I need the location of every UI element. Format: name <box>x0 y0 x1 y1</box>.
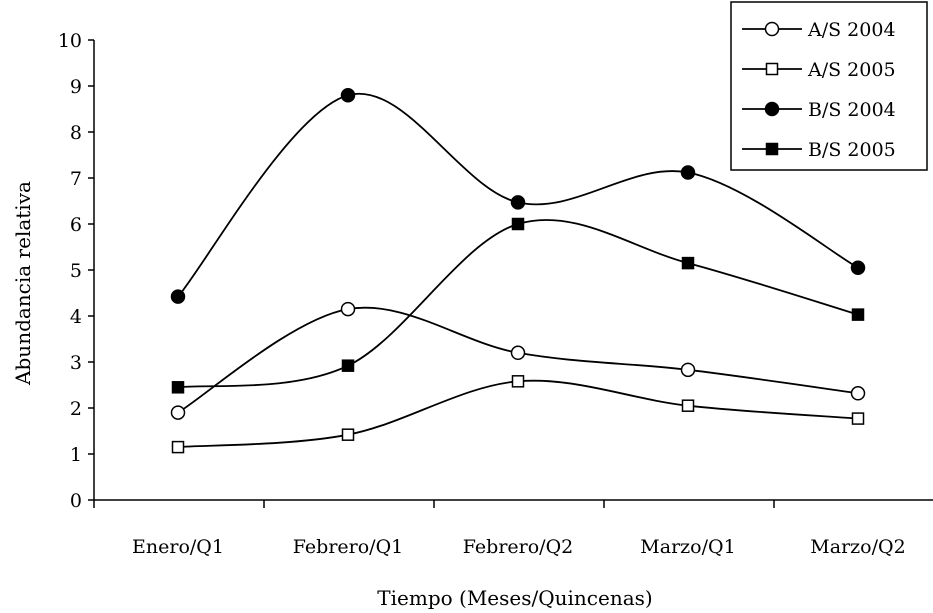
series-line <box>177 92 859 298</box>
series-a-s-2004 <box>170 301 866 420</box>
legend-item: B/S 2005 <box>742 139 896 161</box>
data-point <box>170 289 186 304</box>
data-point <box>851 412 865 425</box>
y-tick-label: 6 <box>70 214 82 236</box>
x-axis-title: Tiempo (Meses/Quincenas) <box>377 586 652 610</box>
series-line <box>177 306 859 414</box>
legend-marker <box>764 21 780 37</box>
data-point <box>851 308 865 321</box>
data-point <box>850 260 866 275</box>
data-point <box>680 362 696 378</box>
series-line <box>177 379 859 448</box>
x-tick-label: Febrero/Q2 <box>463 536 573 558</box>
y-tick-label: 9 <box>70 76 82 98</box>
y-tick-label: 10 <box>58 30 82 52</box>
series-line <box>177 219 859 389</box>
data-point <box>340 87 356 103</box>
y-tick-label: 7 <box>70 168 82 190</box>
data-point <box>681 399 695 412</box>
y-tick-label: 0 <box>70 490 82 512</box>
legend-label: B/S 2005 <box>808 139 896 161</box>
series-layer <box>170 87 866 454</box>
y-tick-label: 5 <box>70 260 82 282</box>
y-axis-title: Abundancia relativa <box>11 181 35 386</box>
data-point <box>510 195 526 210</box>
data-point <box>511 217 525 231</box>
legend-label: A/S 2005 <box>807 59 896 81</box>
legend-marker <box>765 62 779 76</box>
legend-label: B/S 2004 <box>808 99 896 121</box>
series-b-s-2005 <box>171 217 865 394</box>
y-tick-label: 1 <box>70 444 82 466</box>
series-b-s-2004 <box>170 87 866 304</box>
data-point <box>341 428 355 441</box>
data-point <box>171 381 185 394</box>
legend-item: A/S 2004 <box>742 19 896 41</box>
y-tick-label: 2 <box>70 398 82 420</box>
y-tick-label: 3 <box>70 352 82 374</box>
y-tick-label: 8 <box>70 122 82 144</box>
data-point <box>681 256 695 270</box>
y-axis-ticks: 0 1 2 3 4 5 6 7 8 9 10 <box>58 30 94 512</box>
x-tick-label: Febrero/Q1 <box>293 536 403 558</box>
y-tick-label: 4 <box>70 306 82 328</box>
series-a-s-2005 <box>171 375 865 454</box>
x-tick-label: Enero/Q1 <box>132 536 224 558</box>
data-point <box>341 359 355 372</box>
data-point <box>170 405 186 420</box>
legend-label: A/S 2004 <box>807 19 896 41</box>
data-point <box>510 345 526 361</box>
legend: A/S 2004 A/S 2005 B/S 2004 B/S 2005 <box>730 1 928 171</box>
x-tick-label: Marzo/Q2 <box>810 536 905 558</box>
legend-item: A/S 2005 <box>742 59 896 81</box>
legend-box <box>730 1 928 171</box>
data-point <box>511 375 525 388</box>
data-point <box>680 165 696 180</box>
data-point <box>171 440 185 454</box>
x-axis-ticks: Enero/Q1 Febrero/Q1 Febrero/Q2 Marzo/Q1 Marz… <box>93 500 906 558</box>
legend-marker <box>764 101 780 117</box>
legend-item: B/S 2004 <box>742 99 896 121</box>
data-point <box>340 301 356 317</box>
legend-marker <box>765 142 779 156</box>
data-point <box>850 386 866 401</box>
x-tick-label: Marzo/Q1 <box>640 536 735 558</box>
